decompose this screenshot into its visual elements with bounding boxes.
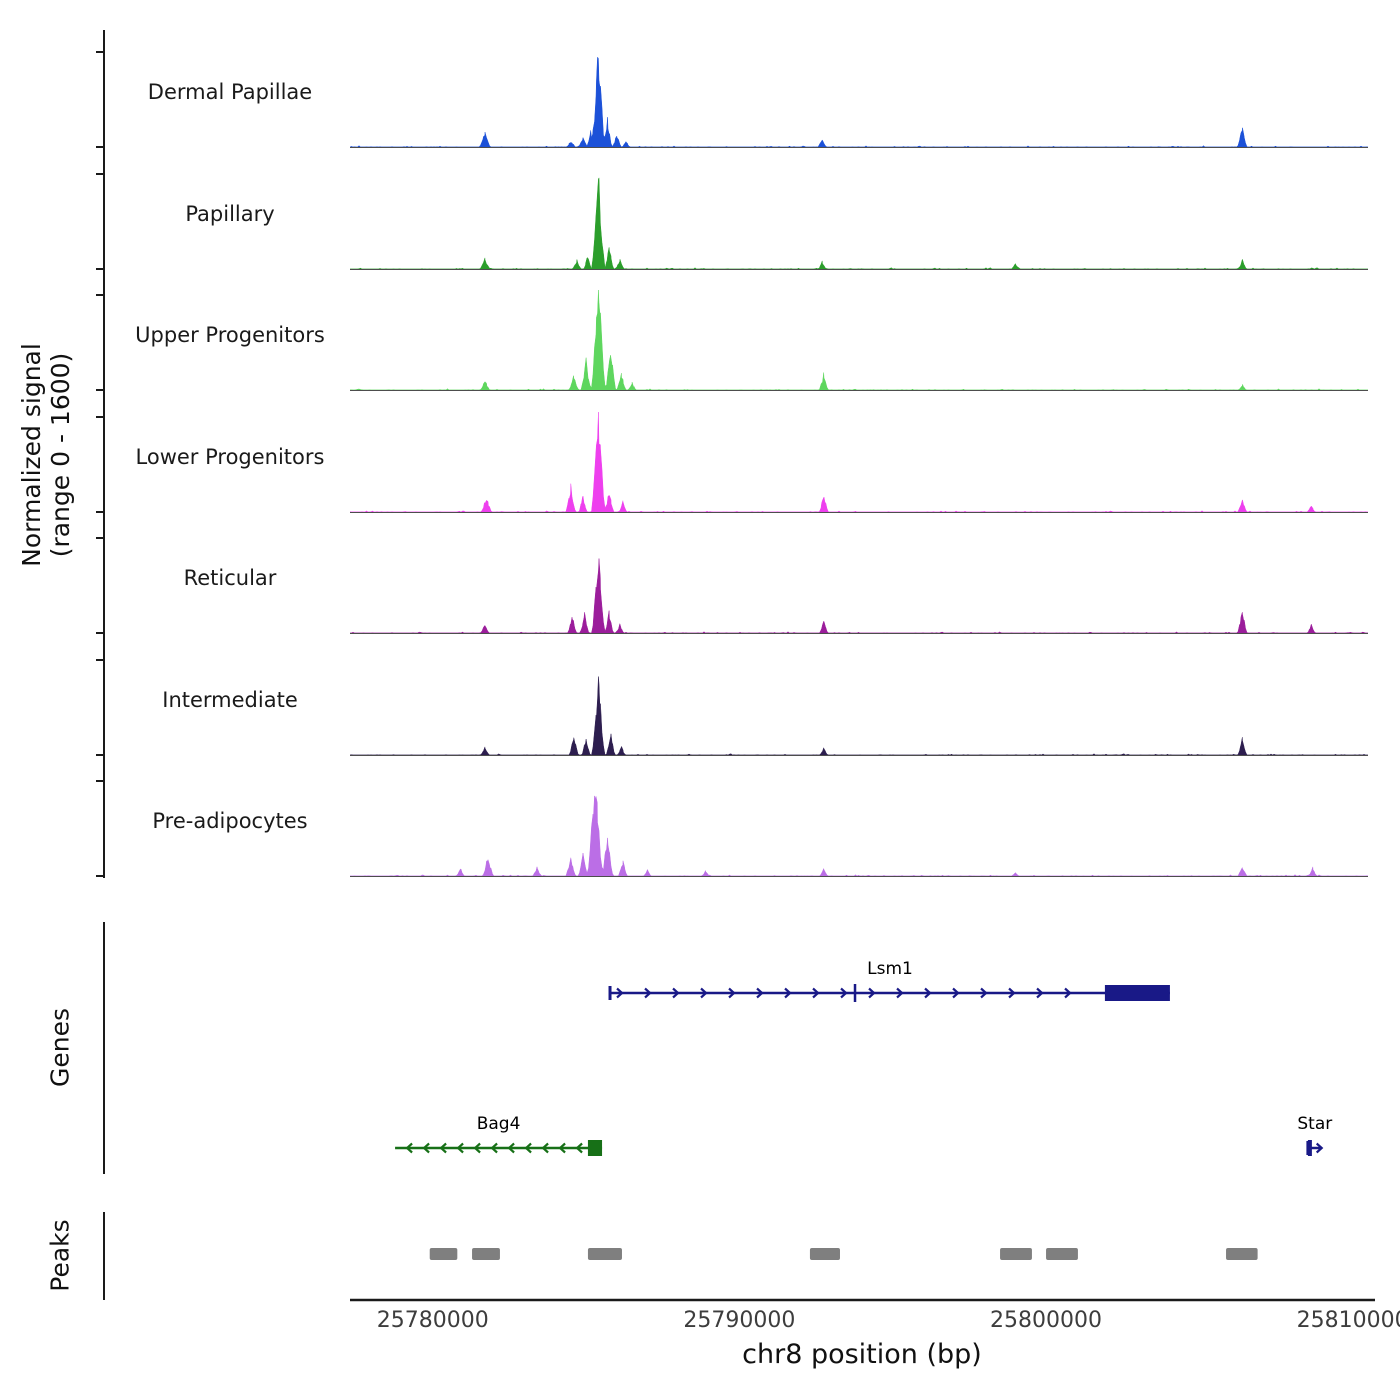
strand-arrow-icon — [1064, 987, 1072, 999]
x-tick-label: 25810000 — [1297, 1308, 1400, 1333]
y-axis-tick — [96, 146, 104, 148]
y-axis-tick — [96, 294, 104, 296]
track-label-pre-adipocytes: Pre-adipocytes — [152, 809, 308, 833]
y-axis-tick — [96, 632, 104, 634]
strand-arrow-icon — [896, 987, 904, 999]
signal-area-intermediate — [350, 675, 1368, 756]
y-axis-tick — [96, 753, 104, 756]
y-axis-tick — [96, 875, 104, 877]
track-label-reticular: Reticular — [183, 566, 277, 590]
y-axis-label-line1: Normalized signal — [17, 343, 46, 567]
strand-arrow-icon — [1008, 987, 1016, 999]
gene-star: Star — [1297, 1114, 1332, 1156]
strand-arrow-icon — [868, 987, 876, 999]
signal-path — [350, 289, 1368, 391]
signal-area-pre-adipocytes — [350, 795, 1368, 877]
track-label-upper-progenitors: Upper Progenitors — [135, 323, 325, 347]
signal-path — [350, 411, 1368, 512]
strand-arrow-icon — [700, 987, 708, 999]
peak-region — [1226, 1248, 1258, 1260]
peaks-track — [429, 1248, 1258, 1260]
y-axis-tick — [96, 780, 104, 782]
y-axis-tick — [96, 389, 104, 391]
strand-arrow-icon — [1036, 987, 1044, 999]
signal-area-reticular — [350, 558, 1368, 634]
y-axis-tick — [96, 51, 104, 53]
strand-arrow-icon — [490, 1142, 498, 1154]
strand-arrow-icon — [784, 987, 792, 999]
strand-arrow-icon — [812, 987, 820, 999]
x-axis-ticks: 25780000 25790000 25800000 25810000 — [377, 1308, 1400, 1333]
genes-track: Lsm1 Bag4 Star — [395, 959, 1332, 1156]
strand-arrow-icon — [644, 987, 652, 999]
gene-lsm1: Lsm1 — [608, 959, 1170, 1002]
strand-arrow-icon — [840, 987, 848, 999]
peak-region — [587, 1248, 622, 1260]
signal-area-papillary — [350, 176, 1368, 270]
y-axis-tick — [96, 267, 104, 270]
signal-area-dermal-papillae — [350, 56, 1368, 148]
strand-arrow-icon — [473, 1142, 481, 1154]
signal-path — [350, 558, 1368, 634]
gene-name-label: Bag4 — [477, 1114, 521, 1134]
strand-arrow-icon — [980, 987, 988, 999]
strand-arrow-icon — [672, 987, 680, 999]
strand-arrow-icon — [507, 1142, 515, 1154]
gene-exon-box — [587, 1140, 603, 1156]
gene-name-label: Star — [1297, 1114, 1332, 1134]
strand-arrow-icon — [524, 1142, 532, 1154]
signal-path — [350, 176, 1368, 269]
strand-arrow-icon — [405, 1142, 413, 1154]
signal-path — [350, 675, 1368, 755]
strand-arrow-icon — [456, 1142, 464, 1154]
peak-region — [1046, 1248, 1078, 1260]
gene-name-label: Lsm1 — [867, 959, 913, 979]
x-axis: 25780000 25790000 25800000 25810000 chr8 po… — [350, 1298, 1400, 1370]
strand-arrow-icon — [541, 1142, 549, 1154]
strand-arrow-icon — [422, 1142, 430, 1154]
track-label-intermediate: Intermediate — [162, 687, 298, 712]
signal-area-lower-progenitors — [350, 411, 1368, 513]
gene-exon-box — [1307, 1140, 1312, 1156]
x-tick-label: 25790000 — [683, 1308, 795, 1333]
strand-arrow-icon — [756, 987, 764, 999]
y-axis-tick — [96, 537, 104, 539]
strand-arrow-icon — [575, 1142, 583, 1154]
strand-arrow-icon — [728, 987, 736, 999]
peak-region — [429, 1248, 458, 1260]
track-label-papillary: Papillary — [185, 201, 275, 226]
peaks-axis-line — [103, 1212, 105, 1300]
peak-region — [809, 1248, 840, 1260]
strand-arrow-icon — [558, 1142, 566, 1154]
signal-area-upper-progenitors — [350, 289, 1368, 391]
signal-path — [350, 56, 1368, 148]
peak-region — [472, 1248, 500, 1260]
y-axis-tick — [96, 172, 104, 175]
strand-arrow-icon — [1315, 1142, 1324, 1154]
track-label-dermal-papillae: Dermal Papillae — [147, 80, 313, 104]
y-axis-tick — [96, 510, 104, 513]
signal-axis-line — [103, 30, 105, 878]
x-tick-label: 25800000 — [990, 1308, 1102, 1333]
signal-path — [350, 795, 1368, 877]
strand-arrow-icon — [439, 1142, 447, 1154]
genes-axis-line — [103, 922, 105, 1174]
gene-bag4: Bag4 — [395, 1114, 603, 1156]
gene-exon-box — [1104, 985, 1170, 1001]
y-axis-tick — [96, 415, 104, 418]
strand-arrow-icon — [924, 987, 932, 999]
strand-arrow-icon — [952, 987, 960, 999]
track-label-lower-progenitors: Lower Progenitors — [135, 444, 325, 469]
x-axis-title: chr8 position (bp) — [742, 1339, 982, 1370]
strand-arrow-icon — [616, 987, 624, 999]
peak-region — [1000, 1248, 1032, 1260]
y-axis-tick — [96, 658, 104, 661]
x-tick-label: 25780000 — [377, 1308, 489, 1333]
